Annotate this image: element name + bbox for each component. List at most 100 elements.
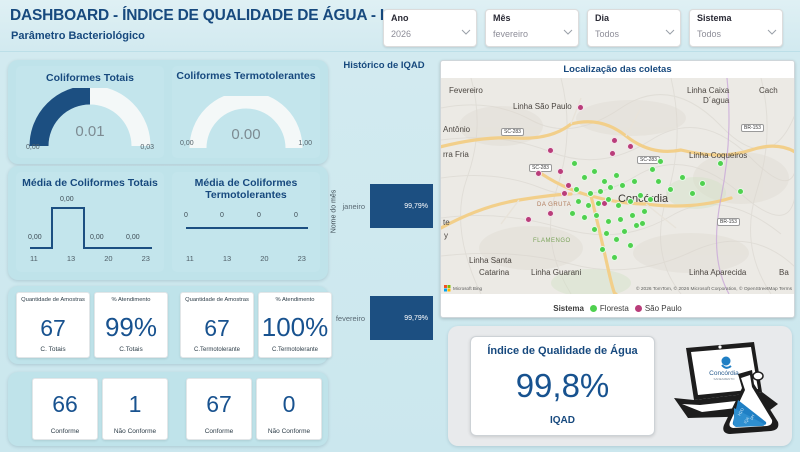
map-point-floresta[interactable] [629,212,636,219]
map-point-floresta[interactable] [591,226,598,233]
linechart-card-termo: Média de Coliformes Termotolerantes 0 0 … [172,172,320,272]
filter-dia[interactable]: Dia Todos [587,9,681,47]
map-point-sao-paulo[interactable] [525,216,532,223]
conformity-foot: Não Conforme [113,428,157,435]
conformity-value: 1 [128,391,142,417]
map-point-floresta[interactable] [627,242,634,249]
map-point-floresta[interactable] [637,192,644,199]
line-charts-panel: Média de Coliformes Totais 0,00 0,00 0,0… [8,166,328,280]
map-point-floresta[interactable] [605,196,612,203]
map-point-floresta[interactable] [581,214,588,221]
map-point-floresta[interactable] [617,216,624,223]
map-point-floresta[interactable] [667,186,674,193]
map-point-sao-paulo[interactable] [609,150,616,157]
map-place-label: Catarina [479,268,510,277]
map-place-label: y [444,231,448,240]
map-point-sao-paulo[interactable] [535,170,542,177]
historico-bar-row[interactable]: janeiro 99,79% [330,184,433,228]
kpi-value: 100% [261,312,329,342]
map-point-floresta[interactable] [595,200,602,207]
gauge-arc-totais [29,88,151,147]
kpi-foot: C.Termotolerante [271,347,319,353]
map-point-floresta[interactable] [699,180,706,187]
map-point-floresta[interactable] [639,220,646,227]
filter-mes[interactable]: Mês fevereiro [485,9,579,47]
map-point-floresta[interactable] [569,210,576,217]
map-point-sao-paulo[interactable] [547,147,554,154]
map-point-floresta[interactable] [689,190,696,197]
map-point-floresta[interactable] [619,182,626,189]
map-place-label: rra Fria [443,150,469,159]
map-point-floresta[interactable] [585,202,592,209]
chevron-down-icon[interactable] [461,29,471,35]
filter-sistema[interactable]: Sistema Todos [689,9,783,47]
filter-ano[interactable]: Ano 2026 [383,9,477,47]
map-point-floresta[interactable] [627,198,634,205]
map-point-sao-paulo[interactable] [611,137,618,144]
conformity-value: 0 [282,391,296,417]
chevron-down-icon[interactable] [767,29,777,35]
kpi-card-atendimento-termo: % Atendimento 100% C.Termotolerante [258,292,332,358]
historico-title: Histórico de IQAD [343,60,425,71]
svg-text:Concórdia: Concórdia [709,370,739,377]
filter-dia-label: Dia [595,13,610,23]
legend-item-sao-paulo[interactable]: São Paulo [634,304,682,313]
map-point-floresta[interactable] [631,178,638,185]
map-point-floresta[interactable] [647,196,654,203]
legend-item-floresta[interactable]: Floresta [589,304,629,313]
historico-bar[interactable]: 99,79% [370,296,433,340]
map-point-floresta[interactable] [573,186,580,193]
linechart-xaxis-termo: 11 13 20 23 [172,254,320,263]
historico-bar[interactable]: 99,79% [370,184,433,228]
map-point-floresta[interactable] [599,246,606,253]
legend-dot-floresta-icon [589,305,597,312]
map-point-floresta[interactable] [657,158,664,165]
map-point-floresta[interactable] [615,202,622,209]
map-point-floresta[interactable] [605,218,612,225]
map-point-sao-paulo[interactable] [627,143,634,150]
map-panel[interactable]: Localização das coletas [440,60,795,318]
linechart-card-totais: Média de Coliformes Totais 0,00 0,00 0,0… [16,172,164,272]
map-point-floresta[interactable] [601,178,608,185]
map-point-floresta[interactable] [613,236,620,243]
map-point-floresta[interactable] [581,174,588,181]
gauge-max-totais: 0,03 [140,144,154,151]
chevron-down-icon[interactable] [563,29,573,35]
map-point-floresta[interactable] [607,184,614,191]
map-point-floresta[interactable] [737,188,744,195]
chevron-down-icon[interactable] [665,29,675,35]
map-canvas[interactable]: Fevereiro Linha São Paulo Antônio rra Fr… [441,78,794,294]
map-point-sao-paulo[interactable] [547,210,554,217]
linechart-point-label: 0,00 [60,196,74,203]
map-point-floresta[interactable] [621,228,628,235]
map-point-floresta[interactable] [649,166,656,173]
map-point-floresta[interactable] [587,190,594,197]
map-point-floresta[interactable] [717,160,724,167]
page-subtitle: Parâmetro Bacteriológico [11,30,145,42]
kpi-card-atendimento-totais: % Atendimento 99% C.Totais [94,292,168,358]
laptop-flask-illustration: Concórdia SANEAMENTO H2O pH IQA [666,334,786,438]
map-point-sao-paulo[interactable] [557,168,564,175]
map-point-floresta[interactable] [571,160,578,167]
map-point-floresta[interactable] [679,174,686,181]
map-point-floresta[interactable] [641,208,648,215]
map-point-floresta[interactable] [575,198,582,205]
kpi-head: % Atendimento [275,297,315,303]
historico-bar-value: 99,79% [404,314,428,322]
map-point-sao-paulo[interactable] [565,182,572,189]
map-point-floresta[interactable] [611,254,618,261]
historico-bar-row[interactable]: fevereiro 99,79% [330,296,433,340]
map-point-floresta[interactable] [655,178,662,185]
map-point-floresta[interactable] [603,230,610,237]
map-legend-title: Sistema [553,304,584,313]
map-point-floresta[interactable] [613,172,620,179]
map-point-floresta[interactable] [593,212,600,219]
map-point-floresta[interactable] [597,188,604,195]
filter-mes-label: Mês [493,13,511,23]
map-point-sao-paulo[interactable] [561,190,568,197]
svg-text:pH: pH [749,413,756,420]
map-point-floresta[interactable] [591,168,598,175]
linechart-point-label: 0,00 [126,234,140,241]
map-point-sao-paulo[interactable] [577,104,584,111]
